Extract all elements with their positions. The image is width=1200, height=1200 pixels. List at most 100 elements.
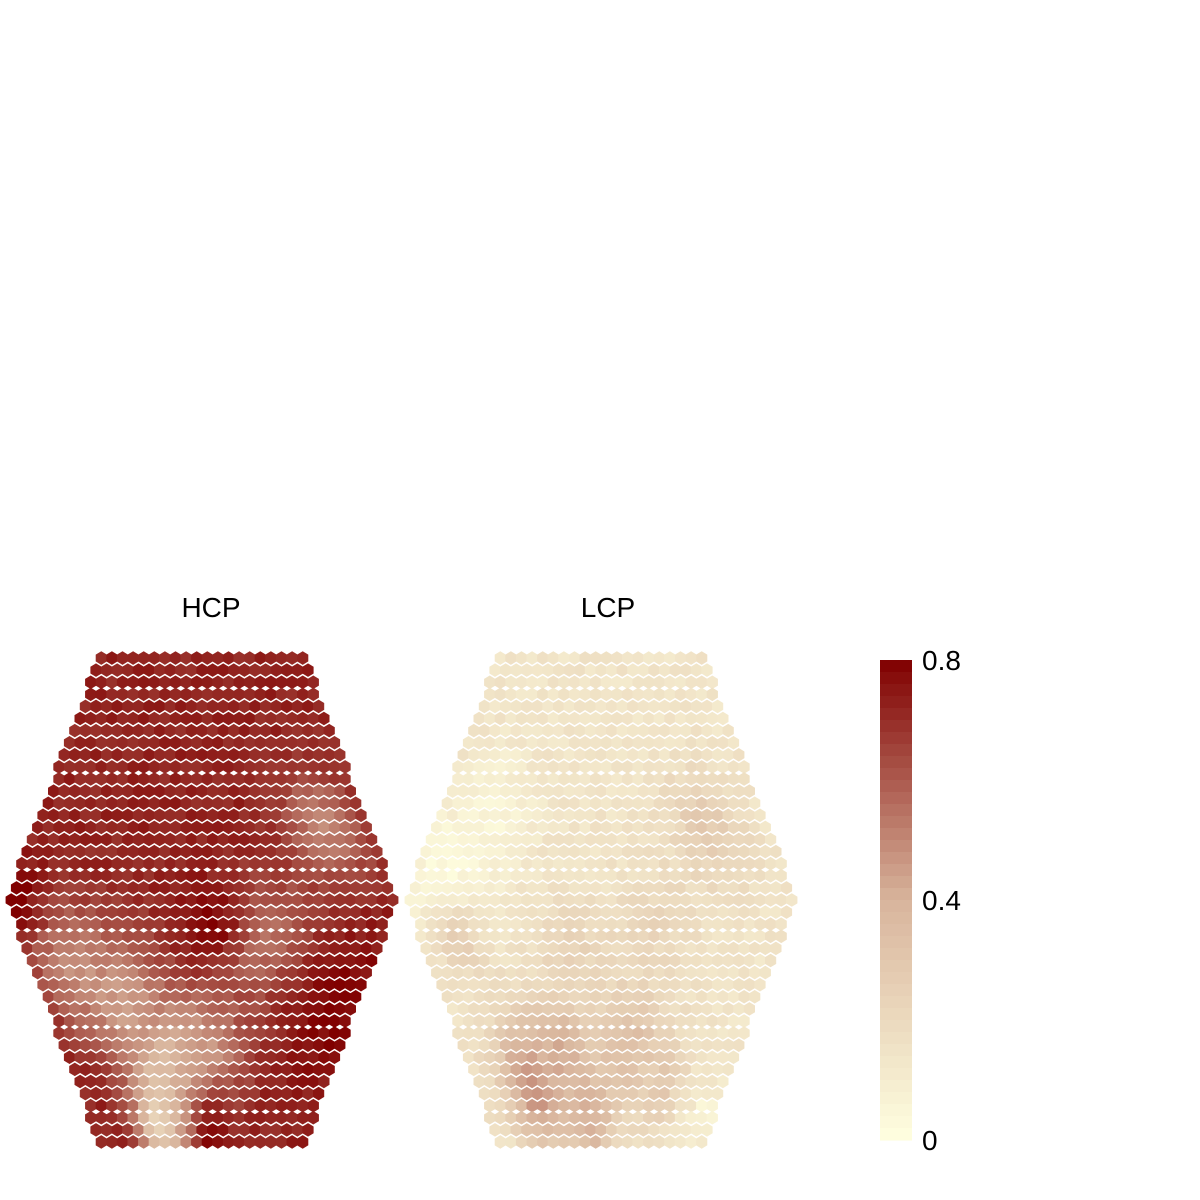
lcp-hex-cell: [653, 711, 665, 726]
hcp-hex-cell: [355, 929, 367, 944]
lcp-hex-cell: [531, 893, 544, 907]
hcp-hex-cell: [244, 772, 256, 786]
lcp-hex-cell: [462, 989, 475, 1004]
hcp-hex-cell: [344, 917, 357, 931]
hcp-hex-cell: [238, 699, 250, 714]
lcp-hex-cell: [690, 1123, 703, 1137]
lcp-hex-cell: [658, 869, 671, 883]
hcp-hex-cell: [116, 772, 129, 786]
lcp-hex-cell: [515, 675, 528, 690]
hcp-hex-cell: [26, 869, 39, 883]
lcp-hex-cell: [643, 796, 655, 811]
hcp-hex-cell: [275, 1014, 288, 1028]
hcp-hex-cell: [238, 893, 250, 907]
hcp-hex-cell: [143, 856, 155, 871]
lcp-hex-cell: [542, 1086, 554, 1101]
hcp-hex-cell: [318, 820, 330, 835]
lcp-hex-cell: [478, 748, 491, 762]
lcp-hex-cell: [770, 941, 782, 956]
hcp-hex-cell: [222, 1135, 235, 1149]
lcp-hex-cell: [531, 784, 544, 798]
lcp-hex-cell: [658, 1038, 671, 1052]
lcp-hex-cell: [568, 1110, 581, 1125]
lcp-hex-cell: [452, 1026, 464, 1040]
lcp-hex-cell: [542, 1038, 554, 1052]
lcp-hex-cell: [574, 723, 586, 738]
lcp-hex-cell: [558, 772, 570, 786]
lcp-hex-cell: [515, 905, 528, 919]
lcp-hex-cell: [420, 941, 432, 956]
lcp-hex-cell: [595, 784, 607, 798]
lcp-hex-cell: [595, 856, 607, 871]
lcp-hex-cell: [484, 881, 496, 895]
lcp-hex-cell: [590, 1050, 602, 1065]
hcp-hex-cell: [339, 905, 351, 919]
lcp-hex-cell: [446, 953, 459, 968]
lcp-hex-cell: [478, 953, 491, 968]
hcp-hex-cell: [207, 663, 219, 677]
hcp-hex-cell: [180, 1050, 192, 1065]
lcp-hex-cell: [431, 905, 443, 919]
lcp-hex-cell: [669, 784, 681, 798]
lcp-hex-cell: [653, 1098, 665, 1113]
lcp-hex-cell: [425, 832, 438, 847]
hcp-hex-cell: [47, 869, 60, 883]
hcp-hex-cell: [270, 1002, 282, 1016]
lcp-hex-cell: [457, 893, 469, 907]
lcp-hex-cell: [510, 929, 522, 944]
hcp-hex-cell: [74, 772, 86, 786]
lcp-hex-cell: [605, 784, 618, 798]
lcp-hex-cell: [579, 989, 591, 1004]
hcp-hex-cell: [339, 1026, 351, 1040]
hcp-hex-cell: [281, 723, 293, 738]
hcp-hex-cell: [281, 917, 293, 931]
hcp-hex-cell: [180, 1014, 192, 1028]
hcp-hex-cell: [270, 1038, 282, 1052]
lcp-hex-cell: [494, 675, 506, 690]
lcp-hex-cell: [680, 663, 692, 677]
lcp-hex-cell: [494, 1014, 506, 1028]
lcp-hex-cell: [574, 1062, 586, 1077]
hcp-hex-cell: [148, 844, 160, 859]
lcp-hex-cell: [441, 989, 453, 1004]
hcp-hex-cell: [191, 881, 203, 895]
lcp-hex-cell: [643, 941, 655, 956]
hcp-hex-cell: [42, 989, 54, 1004]
lcp-hex-cell: [547, 796, 559, 811]
lcp-hex-cell: [637, 856, 650, 871]
lcp-hex-cell: [738, 760, 750, 774]
hcp-hex-cell: [138, 844, 150, 859]
hcp-hex-cell: [95, 1135, 107, 1149]
hcp-hex-cell: [58, 869, 70, 883]
lcp-hex-cell: [749, 905, 761, 919]
colorbar-tick-mid: 0.4: [922, 885, 961, 916]
hcp-hex-cell: [339, 844, 351, 859]
hcp-hex-cell: [191, 820, 203, 835]
lcp-hex-cell: [547, 1026, 559, 1040]
lcp-hex-cell: [669, 869, 681, 883]
hcp-hex-cell: [69, 784, 81, 798]
lcp-hex-cell: [743, 784, 756, 798]
lcp-hex-cell: [658, 856, 671, 871]
hcp-hex-cell: [201, 772, 213, 786]
lcp-hex-cell: [690, 1038, 703, 1052]
lcp-hex-cell: [621, 687, 634, 702]
lcp-hex-cell: [574, 953, 586, 968]
lcp-hex-cell: [717, 905, 729, 919]
lcp-hex-cell: [611, 820, 623, 835]
hcp-hex-cell: [175, 893, 187, 907]
lcp-hex-cell: [537, 651, 549, 665]
lcp-hex-cell: [621, 1014, 634, 1028]
lcp-hex-cell: [531, 1002, 544, 1016]
hcp-hex-cell: [297, 905, 309, 919]
lcp-hex-cell: [648, 893, 660, 907]
lcp-hex-cell: [537, 881, 549, 895]
hcp-hex-cell: [79, 832, 91, 847]
hcp-hex-cell: [143, 808, 155, 823]
hcp-hex-cell: [212, 675, 224, 690]
hcp-hex-cell: [339, 760, 351, 774]
lcp-hex-cell: [690, 663, 703, 677]
lcp-hex-cell: [632, 772, 644, 786]
hcp-hex-cell: [328, 965, 341, 980]
lcp-hex-cell: [706, 989, 718, 1004]
